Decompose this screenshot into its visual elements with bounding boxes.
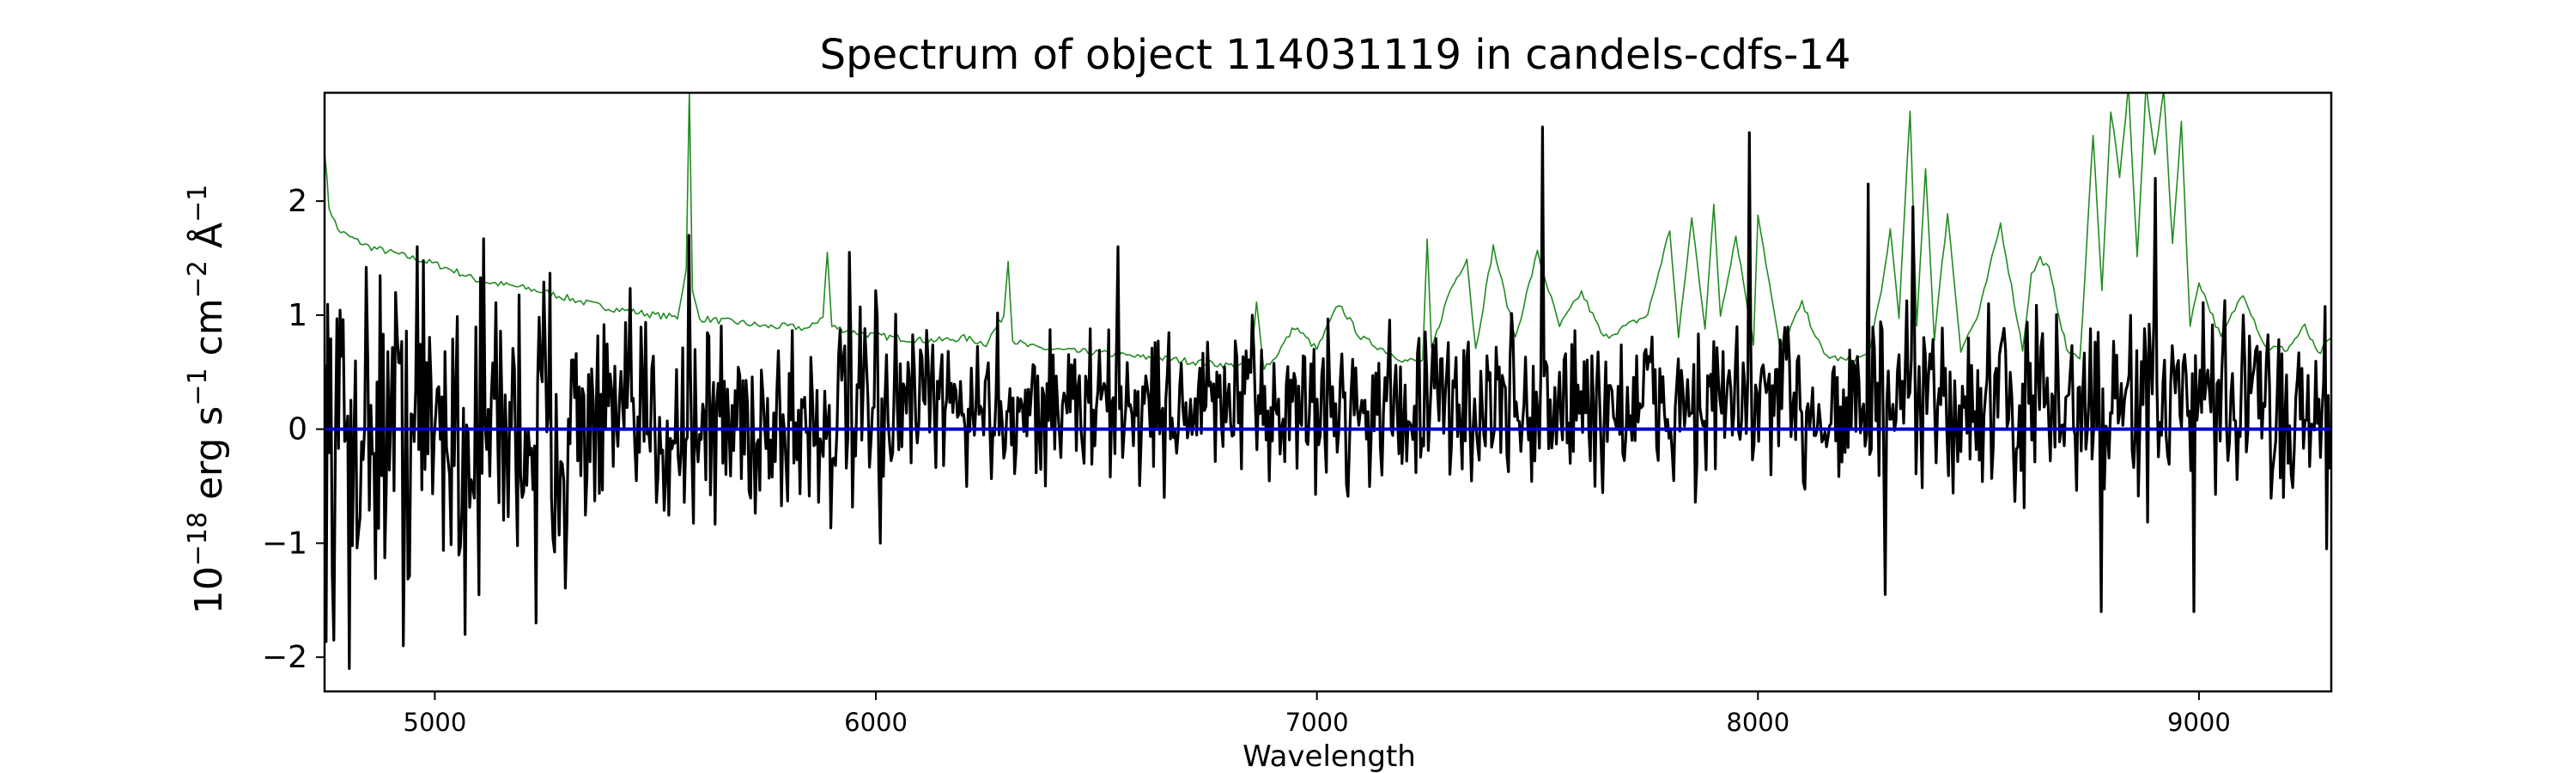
- ylabel-unit1-exp: −1: [183, 368, 213, 405]
- noise-spectrum-line: [325, 93, 2331, 371]
- y-tick-label: −2: [262, 640, 307, 675]
- ticks-layer: 5000 6000 7000 8000 9000 −2 −1 0 1 2: [262, 184, 2231, 737]
- plot-frame: [323, 91, 2333, 693]
- x-tick-label: 5000: [404, 708, 467, 737]
- x-tick-label: 6000: [844, 708, 908, 737]
- x-tick-label: 9000: [2167, 708, 2231, 737]
- y-tick-label: 2: [288, 184, 307, 219]
- ylabel-unit3-exp: −1: [183, 185, 213, 222]
- y-tick-label: 1: [288, 298, 307, 333]
- chart-title: Spectrum of object 114031119 in candels-…: [820, 31, 1851, 79]
- ylabel-base: 10: [187, 566, 231, 614]
- ylabel-unit3: Å: [185, 222, 231, 260]
- x-axis-label: Wavelength: [1242, 740, 1416, 773]
- ylabel-exp: −18: [183, 512, 213, 566]
- y-tick-label: −1: [262, 526, 307, 561]
- series-layer: [325, 93, 2331, 671]
- ylabel-unit2: cm: [187, 298, 231, 368]
- ylabel-unit2-exp: −2: [183, 260, 213, 298]
- x-tick-label: 8000: [1726, 708, 1789, 737]
- y-tick-label: 0: [288, 412, 307, 447]
- flux-spectrum-line: [325, 125, 2331, 671]
- y-axis-label: 10−18 erg s−1 cm−2 Å−1: [183, 185, 231, 614]
- x-tick-label: 7000: [1285, 708, 1349, 737]
- ylabel-unit1: erg s: [187, 406, 231, 512]
